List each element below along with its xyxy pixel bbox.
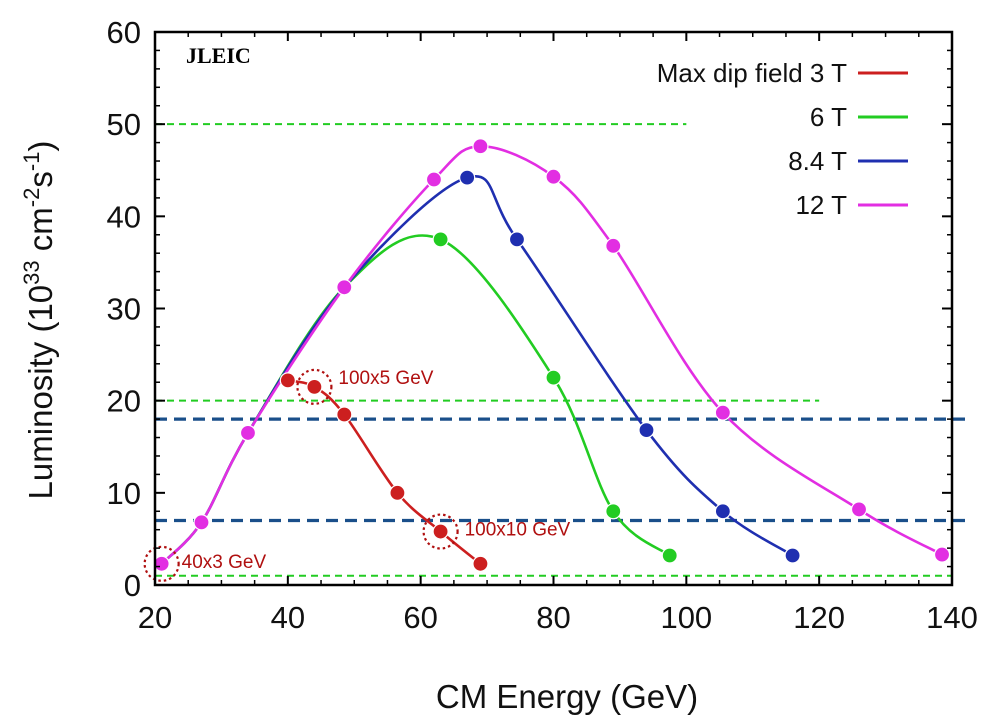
x-tick-label: 140 xyxy=(926,600,978,635)
y-axis-title-exp: 33 xyxy=(19,260,44,284)
data-point xyxy=(714,404,731,421)
data-point xyxy=(508,231,526,248)
data-point xyxy=(850,501,868,518)
x-tick-label: 60 xyxy=(403,600,437,635)
y-tick-label: 30 xyxy=(107,292,141,327)
annotation-label: 40x3 GeV xyxy=(182,552,267,573)
annotation-circle xyxy=(296,368,333,405)
data-point xyxy=(784,547,801,564)
data-point xyxy=(279,372,296,389)
data-point xyxy=(472,138,489,155)
chart-tag: JLEIC xyxy=(186,43,251,68)
y-axis-title: Luminosity (1033 cm-2s-1) xyxy=(19,141,59,500)
x-tick-label: 80 xyxy=(536,600,570,635)
x-axis-title: CM Energy (GeV) xyxy=(436,678,698,715)
data-point xyxy=(336,279,353,296)
data-point xyxy=(605,503,622,520)
annotation-label: 100x5 GeV xyxy=(338,368,433,389)
y-axis-title-s: s xyxy=(22,171,59,188)
data-point xyxy=(714,503,731,520)
legend: Max dip field 3 T 6 T 8.4 T 12 T xyxy=(657,58,908,220)
data-point xyxy=(306,378,323,395)
legend-label: 6 T xyxy=(810,102,847,132)
series-points xyxy=(153,138,951,572)
legend-label: 8.4 T xyxy=(788,146,847,176)
legend-label: Max dip field 3 T xyxy=(657,58,847,88)
annotation-label: 100x10 GeV xyxy=(465,520,571,541)
data-point xyxy=(605,237,622,254)
data-point xyxy=(638,422,655,439)
x-tick-label: 120 xyxy=(793,600,845,635)
data-point xyxy=(472,555,489,572)
y-axis-title-unit: cm xyxy=(22,207,59,260)
data-point xyxy=(545,168,562,185)
axis-ticks: 20 40 60 80 100 120 140 0 10 20 30 40 50 60 xyxy=(107,15,978,635)
y-tick-label: 0 xyxy=(124,568,141,603)
annotations: 100x5 GeV 100x10 GeV 40x3 GeV xyxy=(182,368,571,573)
y-axis-title-close: ) xyxy=(22,141,59,152)
data-point xyxy=(239,424,257,442)
data-point xyxy=(933,546,951,563)
data-point xyxy=(661,547,678,564)
x-tick-label: 40 xyxy=(271,600,305,635)
y-tick-label: 50 xyxy=(107,107,141,142)
annotation-circle xyxy=(422,513,459,550)
data-point xyxy=(425,171,443,188)
x-tick-label: 20 xyxy=(138,600,172,635)
y-axis-title-unit-exp: -2 xyxy=(19,188,44,208)
data-point xyxy=(459,169,476,186)
data-point xyxy=(432,523,449,540)
data-point xyxy=(545,369,562,386)
annotation-circles xyxy=(143,368,459,582)
y-axis-title-main: Luminosity (10 xyxy=(22,285,59,500)
y-tick-label: 10 xyxy=(107,476,141,511)
x-tick-label: 100 xyxy=(660,600,712,635)
data-point xyxy=(432,231,449,248)
y-tick-label: 40 xyxy=(107,199,141,234)
y-tick-label: 20 xyxy=(107,384,141,419)
y-axis-title-s-exp: -1 xyxy=(19,152,44,172)
data-point xyxy=(336,406,353,423)
data-point xyxy=(193,514,210,531)
data-point xyxy=(153,555,170,572)
annotation-circle xyxy=(143,545,180,582)
y-tick-label: 60 xyxy=(107,15,141,50)
legend-label: 12 T xyxy=(795,190,847,220)
data-point xyxy=(389,484,406,501)
